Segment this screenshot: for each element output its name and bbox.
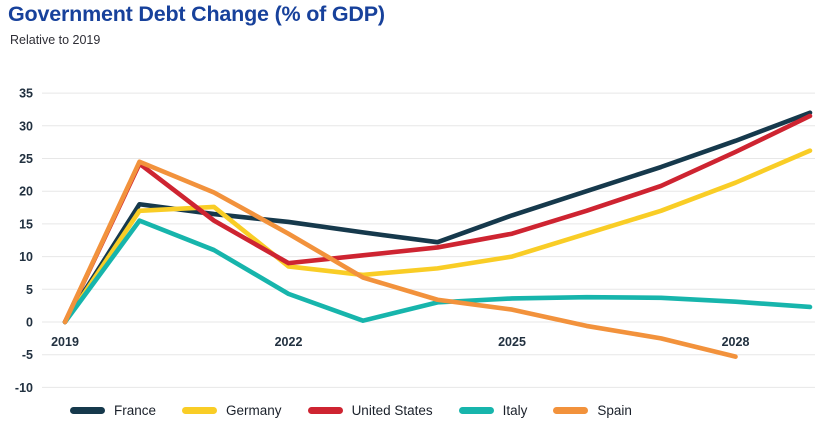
legend-swatch-italy (458, 407, 494, 414)
y-tick-label--5: -5 (22, 348, 33, 362)
series-line-germany (62, 148, 813, 325)
series-line-united-states (62, 113, 813, 325)
chart-subtitle: Relative to 2019 (10, 33, 101, 47)
series-lines (62, 110, 813, 359)
series-line-spain (62, 159, 738, 359)
y-tick-label-25: 25 (19, 152, 33, 166)
legend-label-italy: Italy (502, 403, 528, 418)
y-tick-label-15: 15 (19, 217, 33, 231)
y-tick-label--10: -10 (15, 381, 33, 395)
y-tick-label-0: 0 (26, 316, 33, 330)
series-line-italy (62, 218, 813, 325)
y-axis-labels: 35 30 25 20 15 10 5 0 -5 -10 (15, 87, 33, 395)
legend-swatch-united-states (307, 407, 343, 414)
series-line-france (62, 110, 813, 325)
legend-label-spain: Spain (597, 403, 632, 418)
y-tick-label-5: 5 (26, 283, 33, 297)
chart-legend: France Germany United States Italy Spain (70, 403, 632, 418)
legend-item-italy: Italy (458, 403, 528, 418)
legend-swatch-france (70, 407, 105, 414)
x-tick-label-2022: 2022 (275, 335, 303, 349)
legend-label-united-states: United States (351, 403, 433, 418)
legend-item-united-states: United States (307, 403, 433, 418)
legend-item-germany: Germany (182, 403, 282, 418)
legend-swatch-spain (553, 407, 589, 414)
x-tick-label-2019: 2019 (51, 335, 79, 349)
x-tick-label-2025: 2025 (498, 335, 526, 349)
legend-swatch-germany (182, 407, 218, 414)
y-tick-label-10: 10 (19, 250, 33, 264)
x-tick-label-2028: 2028 (722, 335, 750, 349)
gridlines (42, 92, 815, 388)
y-tick-label-20: 20 (19, 185, 33, 199)
legend-label-france: France (114, 403, 157, 418)
legend-label-germany: Germany (226, 403, 282, 418)
y-tick-label-30: 30 (19, 119, 33, 133)
x-axis-labels: 2019 2022 2025 2028 (51, 335, 749, 349)
y-tick-label-35: 35 (19, 87, 33, 101)
legend-item-france: France (70, 403, 156, 418)
chart-title: Government Debt Change (% of GDP) (8, 2, 385, 26)
legend-item-spain: Spain (553, 403, 632, 418)
